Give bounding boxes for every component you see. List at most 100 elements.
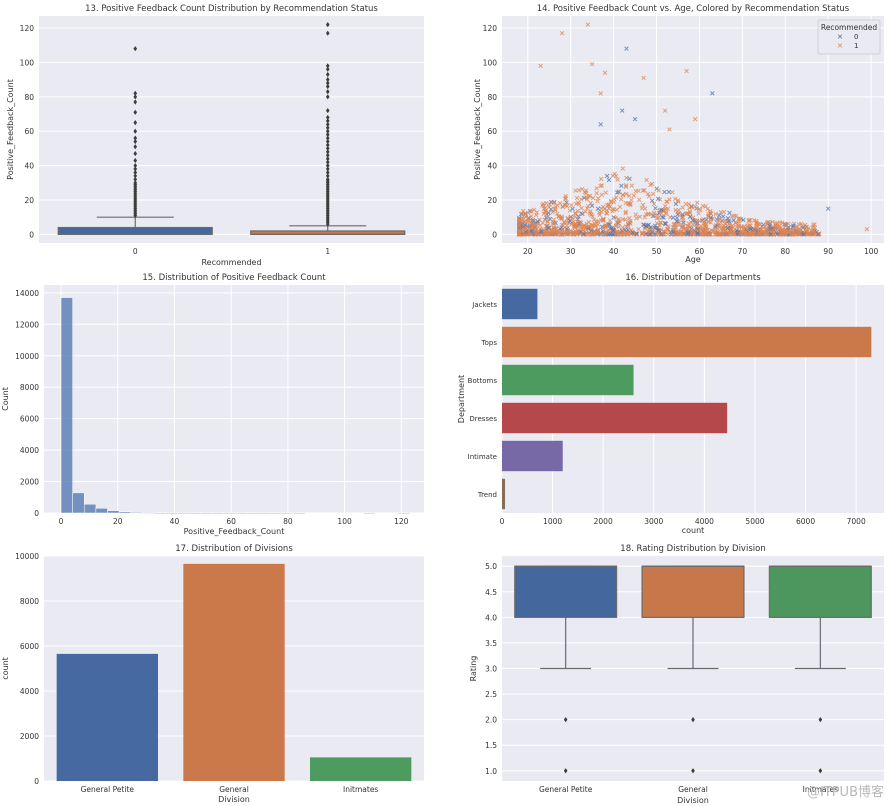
outlier-point [325,173,330,179]
scatter-point [770,228,775,234]
scatter-point [616,224,622,230]
histogram-bar [177,512,190,514]
x-tick-label: 40 [609,247,619,256]
scatter-point [598,183,603,189]
scatter-point [764,229,770,234]
scatter-point [578,220,584,225]
histogram-bar [223,512,236,515]
scatter-point [589,61,595,67]
outlier-point [325,138,330,145]
scatter-point [567,208,573,213]
chart-title: 15. Distribution of Positive Feedback Co… [142,273,326,283]
scatter-point [798,221,804,227]
x-axis-label: Division [677,796,709,805]
scatter-point [599,183,605,188]
scatter-point [718,210,724,215]
scatter-point [661,232,667,237]
scatter-point [554,226,559,231]
scatter-point [685,231,691,237]
outlier-point [325,169,330,176]
scatter-point [606,202,612,208]
x-axis-label: Age [685,255,701,264]
scatter-point [667,197,672,202]
scatter-point [718,222,723,227]
scatter-point [544,231,550,237]
scatter-point [770,219,775,225]
outlier-point [325,176,330,182]
x-tick-label: 120 [394,517,409,526]
scatter-point [521,231,526,237]
scatter-point [616,189,621,195]
scatter-point [584,224,590,230]
scatter-point [659,210,664,216]
scatter-point [531,207,537,213]
outlier-point [325,156,330,162]
y-tick-label: 120 [20,24,35,33]
y-tick-label: 12000 [15,320,39,329]
scatter-point [802,222,808,228]
y-tick-label: 2.0 [485,716,497,725]
histogram-bar [142,512,155,514]
box-0 [57,226,213,236]
scatter-point [801,232,806,237]
scatter-point [642,226,648,232]
y-tick-label: 2000 [20,732,39,741]
histogram-bar [95,508,108,514]
scatter-point [675,219,681,224]
scatter-point [634,231,640,236]
scatter-point [710,91,715,96]
scatter-point [786,229,792,234]
scatter-point [657,222,662,228]
scatter-point [613,223,619,228]
scatter-point [736,221,741,226]
scatter-point [649,181,655,187]
scatter-point [662,108,668,113]
scatter-point [725,215,731,221]
legend-label: 1 [854,42,858,50]
scatter-point [695,218,700,223]
legend-marker [837,43,843,48]
scatter-point [727,210,732,216]
scatter-point [640,231,645,236]
scatter-point [549,231,554,237]
scatter-point [629,197,634,203]
scatter-point [649,229,655,235]
scatter-point [707,210,713,216]
scatter-point [579,186,585,192]
scatter-point [594,186,599,191]
scatter-point [666,189,672,195]
scatter-point [773,221,778,226]
y-axis-label: Rating [469,656,478,682]
scatter-point [781,232,787,237]
scatter-point [592,221,598,227]
outlier-point [325,142,330,148]
scatter-point [636,188,641,194]
scatter-point [812,222,817,227]
histogram-bar [130,512,143,514]
x-axis-label: Recommended [201,258,261,267]
scatter-point [700,203,706,209]
y-tick-label: 8000 [20,383,39,392]
scatter-point [746,217,752,223]
scatter-point [523,223,528,228]
scatter-point [559,30,565,36]
outlier-point [133,135,138,141]
scatter-point [541,203,547,209]
y-tick-label: 10000 [15,552,39,561]
scatter-point [522,213,527,218]
scatter-point [785,229,790,234]
scatter-point [516,224,522,229]
x-tick-label: 30 [566,247,576,256]
outlier-point [563,768,568,774]
scatter-point [547,202,553,207]
scatter-point [726,219,732,224]
scatter-point [748,218,753,223]
scatter-point [665,227,670,233]
scatter-point [703,227,709,233]
y-tick-label: 40 [24,162,34,171]
y-tick-label: 60 [24,127,34,136]
scatter-point [538,229,544,234]
scatter-point [590,195,596,201]
scatter-point [716,213,722,218]
scatter-point [810,231,815,237]
